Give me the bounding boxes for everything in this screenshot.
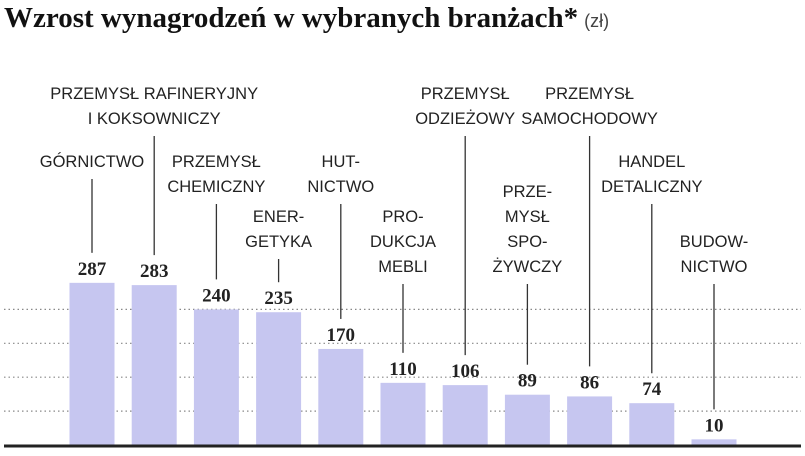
value-label: 110 — [389, 359, 416, 380]
bar — [629, 403, 675, 445]
value-label: 86 — [580, 372, 599, 393]
bar — [380, 382, 426, 445]
bar — [567, 396, 613, 445]
category-label: PRZEMYSŁ CHEMICZNY — [167, 153, 266, 196]
category-label: PRZE- MYSŁ SPO- ŻYWCZY — [492, 183, 563, 276]
value-label: 170 — [327, 325, 356, 346]
value-label: 283 — [140, 261, 169, 282]
category-label: ENER- GETYKA — [245, 208, 313, 251]
value-label: 106 — [451, 361, 480, 382]
bar — [69, 282, 115, 445]
category-label: PRO- DUKCJA MEBLI — [369, 208, 437, 276]
category-label: GÓRNICTWO — [39, 153, 145, 171]
chart-heading: Wzrost wynagrodzeń w wybranych branżach*… — [4, 2, 609, 35]
category-label: HANDEL DETALICZNY — [601, 153, 703, 196]
value-label: 287 — [78, 259, 107, 280]
value-label: 89 — [518, 371, 537, 392]
bar — [256, 312, 302, 445]
value-label: 10 — [705, 415, 724, 436]
bar — [131, 285, 177, 445]
chart-title: Wzrost wynagrodzeń w wybranych branżach* — [4, 2, 579, 34]
category-label: HUT- NICTWO — [307, 153, 375, 196]
value-label: 74 — [642, 379, 662, 400]
category-label: PRZEMYSŁ RAFINERYJNY I KOKSOWNICZY — [50, 85, 259, 128]
bar — [318, 348, 364, 445]
unit: (zł) — [584, 11, 610, 31]
value-label: 240 — [202, 285, 231, 306]
bar — [193, 309, 239, 445]
category-label: BUDOW- NICTWO — [679, 233, 749, 276]
value-label: 235 — [264, 288, 293, 309]
category-label: PRZEMYSŁ SAMOCHODOWY — [521, 85, 658, 128]
bar — [691, 439, 737, 445]
bar — [504, 394, 550, 445]
category-label: PRZEMYSŁ ODZIEŻOWY — [415, 85, 516, 128]
bar — [442, 385, 488, 445]
